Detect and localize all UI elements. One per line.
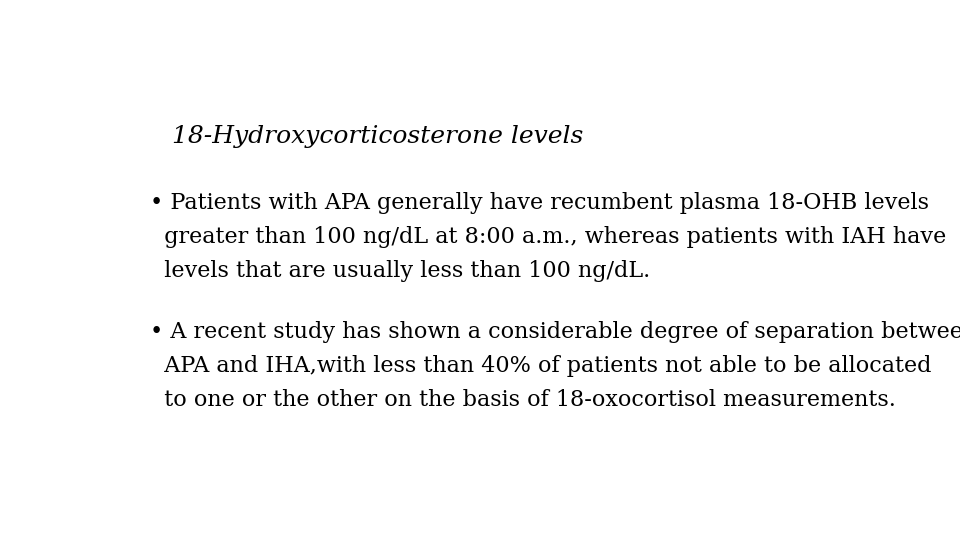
Text: 18-Hydroxycorticosterone levels: 18-Hydroxycorticosterone levels: [172, 125, 584, 148]
Text: • A recent study has shown a considerable degree of separation between: • A recent study has shown a considerabl…: [150, 321, 960, 342]
Text: to one or the other on the basis of 18-oxocortisol measurements.: to one or the other on the basis of 18-o…: [150, 389, 896, 411]
Text: greater than 100 ng/dL at 8:00 a.m., whereas patients with IAH have: greater than 100 ng/dL at 8:00 a.m., whe…: [150, 226, 946, 248]
Text: APA and IHA,with less than 40% of patients not able to be allocated: APA and IHA,with less than 40% of patien…: [150, 355, 931, 376]
Text: levels that are usually less than 100 ng/dL.: levels that are usually less than 100 ng…: [150, 260, 650, 282]
Text: • Patients with APA generally have recumbent plasma 18-OHB levels: • Patients with APA generally have recum…: [150, 192, 928, 214]
